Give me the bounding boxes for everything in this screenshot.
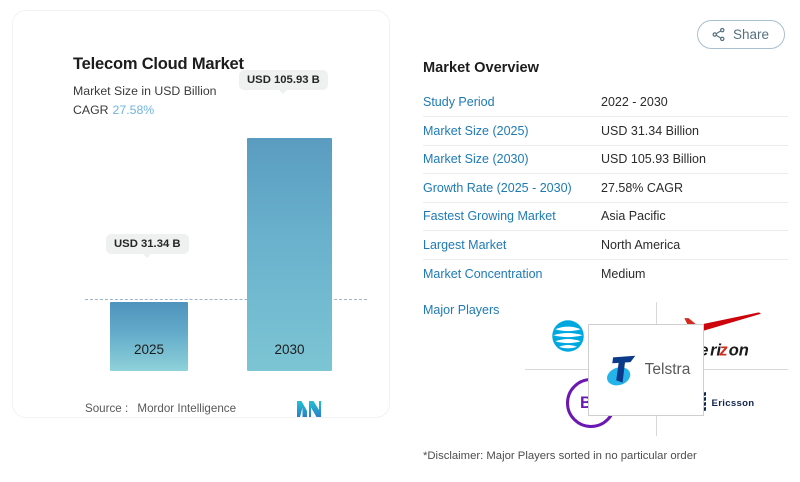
table-row: Market Concentration Medium [423,259,788,288]
chart-title: Telecom Cloud Market [73,55,244,73]
share-button[interactable]: Share [696,20,785,49]
row-value: Asia Pacific [601,202,788,231]
table-row: Largest Market North America [423,230,788,260]
bar-value-label-2030: USD 105.93 B [239,70,328,94]
bar-value-label-2025: USD 31.34 B [106,234,189,258]
telstra-wordmark: Telstra [644,361,691,378]
row-value: USD 105.93 Billion [601,145,788,174]
row-key: Market Size (2025) [423,116,601,146]
overview-table: Study Period 2022 - 2030 Market Size (20… [423,88,788,288]
table-row: Study Period 2022 - 2030 [423,88,788,117]
x-axis-tick-2030: 2030 [274,342,305,357]
source-name: Mordor Intelligence [137,402,237,415]
row-key: Market Concentration [423,266,543,281]
cagr-label: CAGR [73,103,109,117]
cagr-row: CAGR 27.58% [73,103,154,117]
overview-title: Market Overview [423,60,540,76]
row-value: USD 31.34 Billion [601,116,788,146]
bar-2030[interactable] [247,138,332,371]
ericsson-wordmark: Ericsson [711,397,755,409]
market-overview-panel: Share Market Overview Study Period 2022 … [415,10,788,472]
row-value: North America [601,230,788,260]
att-logo-icon [552,319,584,352]
gridline-31 [85,299,367,300]
major-players-label: Major Players [423,303,500,317]
svg-text:z: z [718,341,728,359]
bar-chart-plot: USD 31.34 B USD 105.93 B 2025 2030 [25,70,380,371]
table-row: Growth Rate (2025 - 2030) 27.58% CAGR [423,173,788,203]
table-row: Fastest Growing Market Asia Pacific [423,202,788,231]
row-key: Fastest Growing Market [423,202,601,231]
cagr-value: 27.58% [112,103,155,117]
telstra-logo-icon [606,355,635,386]
row-key: Growth Rate (2025 - 2030) [423,173,601,203]
mordor-intelligence-logo [297,401,321,417]
disclaimer-text: *Disclaimer: Major Players sorted in no … [423,450,697,462]
major-players-grid: AT&T ve ri z on BT [525,302,788,436]
source-row: Source : Mordor Intelligence [85,402,236,415]
row-key: Market Size (2030) [423,145,601,174]
share-icon [712,27,725,42]
row-value: 2022 - 2030 [601,88,788,117]
row-value: Medium [601,266,646,281]
share-label: Share [732,27,769,42]
source-label: Source : [85,402,129,415]
row-key: Largest Market [423,230,601,260]
table-row: Market Size (2025) USD 31.34 Billion [423,116,788,146]
row-key: Study Period [423,88,601,117]
bar-2025[interactable] [110,302,188,371]
row-value: 27.58% CAGR [601,173,788,203]
svg-text:ri: ri [710,341,721,359]
table-row: Market Size (2030) USD 105.93 Billion [423,145,788,174]
chart-subtitle: Market Size in USD Billion [73,84,217,98]
chart-card: Telecom Cloud Market Market Size in USD … [12,10,390,418]
x-axis-tick-2025: 2025 [133,342,165,357]
svg-text:on: on [728,341,748,359]
player-logo-telstra: Telstra [588,324,704,416]
